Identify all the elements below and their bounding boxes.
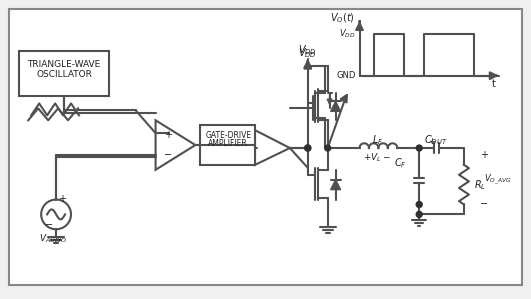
Text: $V_O(t)$: $V_O(t)$ bbox=[330, 11, 355, 25]
Text: $C_{OUT}$: $C_{OUT}$ bbox=[424, 133, 448, 147]
Text: −: − bbox=[45, 220, 53, 230]
Polygon shape bbox=[156, 120, 195, 170]
Text: $C_F$: $C_F$ bbox=[395, 156, 407, 170]
Text: $V_{AUDIO}$: $V_{AUDIO}$ bbox=[39, 233, 67, 245]
Bar bbox=[19, 51, 109, 95]
Circle shape bbox=[305, 145, 311, 151]
Bar bbox=[200, 125, 255, 165]
Text: +: + bbox=[58, 193, 66, 204]
Text: $V_{O\_AVG}$: $V_{O\_AVG}$ bbox=[484, 173, 511, 187]
Circle shape bbox=[416, 211, 422, 217]
Text: −: − bbox=[165, 150, 173, 160]
Text: $L_F$: $L_F$ bbox=[372, 133, 383, 147]
Text: +: + bbox=[427, 137, 434, 146]
Text: $V_{DD}$: $V_{DD}$ bbox=[339, 28, 356, 40]
Circle shape bbox=[324, 145, 331, 151]
Circle shape bbox=[416, 145, 422, 151]
Text: +: + bbox=[480, 150, 488, 160]
Circle shape bbox=[305, 145, 311, 151]
Text: −: − bbox=[480, 199, 488, 210]
Text: $R_L$: $R_L$ bbox=[474, 178, 486, 192]
Polygon shape bbox=[331, 180, 340, 190]
Text: OSCILLATOR: OSCILLATOR bbox=[36, 70, 92, 79]
Text: TRIANGLE-WAVE: TRIANGLE-WAVE bbox=[28, 60, 101, 69]
Circle shape bbox=[416, 202, 422, 208]
Circle shape bbox=[41, 199, 71, 229]
Text: t: t bbox=[492, 79, 496, 89]
Text: GND: GND bbox=[336, 71, 356, 80]
Text: $V_{DD}$: $V_{DD}$ bbox=[298, 43, 317, 57]
Polygon shape bbox=[255, 130, 290, 165]
Text: +: + bbox=[165, 130, 173, 140]
Text: $+V_L-$: $+V_L-$ bbox=[364, 152, 391, 164]
Polygon shape bbox=[331, 101, 340, 111]
Text: GATE-DRIVE: GATE-DRIVE bbox=[205, 131, 251, 140]
Text: $V_{DD}$: $V_{DD}$ bbox=[298, 46, 317, 60]
Text: AMPLIFIER: AMPLIFIER bbox=[208, 138, 248, 148]
